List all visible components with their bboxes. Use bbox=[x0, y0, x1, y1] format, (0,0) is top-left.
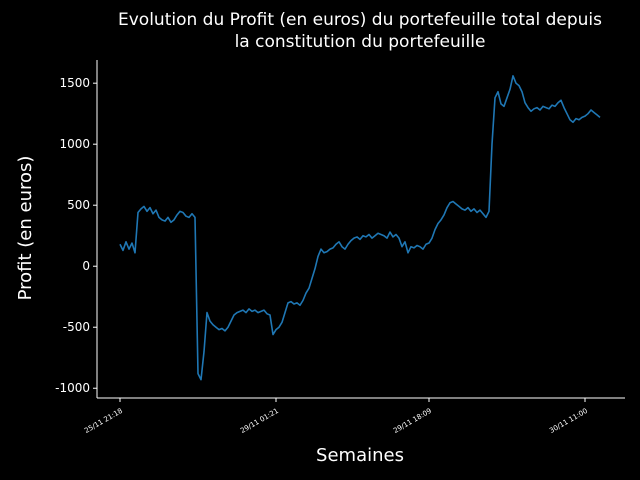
chart-title: Evolution du Profit (en euros) du portef… bbox=[118, 10, 602, 30]
chart-title: la constitution du portefeuille bbox=[235, 32, 486, 52]
x-tick-label: 29/11 01:21 bbox=[239, 407, 280, 435]
line-series bbox=[119, 75, 601, 381]
y-tick-label: 500 bbox=[67, 198, 90, 212]
y-tick-label: 0 bbox=[82, 259, 90, 273]
y-tick-label: -1000 bbox=[55, 381, 90, 395]
y-tick-label: -500 bbox=[63, 320, 90, 334]
x-tick-label: 25/11 21:18 bbox=[83, 407, 124, 435]
y-tick-label: 1500 bbox=[59, 76, 90, 90]
x-tick-label: 29/11 18:09 bbox=[392, 407, 433, 435]
y-axis-label: Profit (en euros) bbox=[15, 156, 36, 301]
y-tick-label: 1000 bbox=[59, 137, 90, 151]
x-tick-label: 30/11 11:00 bbox=[548, 407, 589, 435]
x-axis-label: Semaines bbox=[316, 445, 404, 466]
